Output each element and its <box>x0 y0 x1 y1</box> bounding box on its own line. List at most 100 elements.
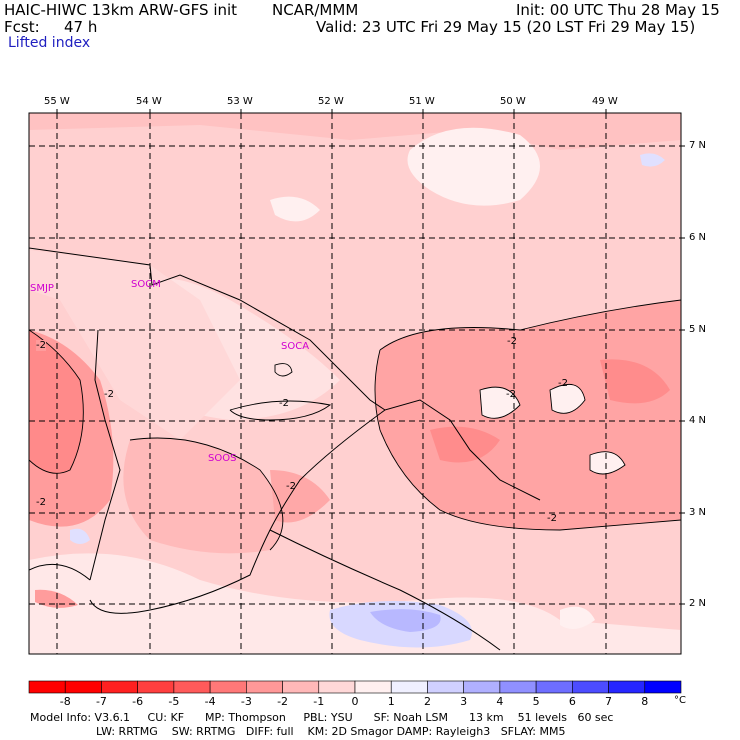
station-label: SMJP <box>30 283 54 294</box>
colorbar-label: -1 <box>313 695 325 708</box>
lon-label: 55 W <box>44 96 70 107</box>
colorbar-swatch <box>535 680 573 694</box>
border-sw <box>29 563 91 581</box>
colorbar-swatch <box>572 680 609 694</box>
contour-e2 <box>549 383 586 414</box>
colorbar-label: -5 <box>168 695 180 708</box>
colorbar-label: 0 <box>351 695 359 708</box>
colorbar-swatch <box>173 680 211 694</box>
colorbar-label: 1 <box>387 695 395 708</box>
model-title: HAIC-HIWC 13km ARW-GFS init <box>4 1 238 19</box>
model-info-line1: Model Info: V3.6.1 CU: KF MP: Thompson P… <box>30 711 614 724</box>
colorbar-swatch <box>28 680 66 694</box>
lat-label: 4 N <box>689 415 707 426</box>
colorbar-label: -7 <box>95 695 107 708</box>
colorbar-label: 7 <box>605 695 613 708</box>
field-name: Lifted index <box>8 35 91 51</box>
lat-label: 6 N <box>689 232 707 243</box>
contour-east-south <box>374 349 681 531</box>
colorbar-label: -6 <box>132 695 144 708</box>
colorbar-swatch <box>354 680 392 694</box>
colorbar-swatch <box>64 680 102 694</box>
colorbar-swatch <box>137 680 175 694</box>
forecast-label: Fcst: <box>4 18 40 36</box>
colorbar-label: 2 <box>423 695 431 708</box>
east-light-1 <box>480 387 520 419</box>
lat-label: 5 N <box>689 324 707 335</box>
colorbar-swatch <box>101 680 138 694</box>
lon-label: 54 W <box>136 96 162 107</box>
organization: NCAR/MMM <box>272 1 359 19</box>
light-patch-n <box>270 196 320 222</box>
contour-label: -2 <box>507 336 517 347</box>
contour-label: -2 <box>36 340 46 351</box>
station-label: SOCA <box>281 341 310 352</box>
contour-small <box>274 363 293 377</box>
border-suriname <box>89 329 121 581</box>
valid-time: Valid: 23 UTC Fri 29 May 15 (20 LST Fri … <box>316 18 696 36</box>
north-band <box>29 113 681 150</box>
contour-label: -2 <box>286 481 296 492</box>
colorbar-label: 8 <box>641 695 649 708</box>
coastline <box>29 247 541 501</box>
colorbar-label: 3 <box>460 695 468 708</box>
station-label: SOOS <box>208 453 237 464</box>
colorbar-label: 5 <box>532 695 540 708</box>
lifted-index-field <box>29 113 681 654</box>
east-light-2 <box>550 384 585 414</box>
colorbar-swatch <box>209 680 247 694</box>
east-core-1 <box>430 426 500 463</box>
contour-south <box>129 437 284 551</box>
colorbar-swatch <box>644 680 682 694</box>
colorbar-swatch <box>608 680 646 694</box>
colorbar-label: 4 <box>496 695 504 708</box>
colorbar-unit: °C <box>674 695 686 706</box>
coastlines <box>29 247 541 651</box>
model-info-line2: LW: RRTMG SW: RRTMG DIFF: full KM: 2D Sm… <box>96 725 566 738</box>
colorbar-label: 6 <box>568 695 576 708</box>
colorbar-swatch <box>246 680 283 694</box>
forecast-hours: 47 h <box>64 18 98 36</box>
ne-blue <box>640 153 665 167</box>
west-core <box>29 330 84 474</box>
contour-label: -2 <box>506 389 516 400</box>
south-mid-2 <box>270 470 330 523</box>
south-mid <box>123 438 283 554</box>
contour-label: -2 <box>36 497 46 508</box>
south-light <box>560 606 595 629</box>
lon-label: 50 W <box>500 96 526 107</box>
east-core-2 <box>600 359 670 404</box>
colorbar-swatch <box>427 680 464 694</box>
contour-e3 <box>589 451 626 475</box>
axis-ticks <box>56 109 685 605</box>
lat-label: 2 N <box>689 598 707 609</box>
light-patch-ne <box>407 127 540 206</box>
colorbar-swatch <box>282 680 320 694</box>
contour-west <box>29 329 84 474</box>
lon-label: 52 W <box>318 96 344 107</box>
colorbar-swatch <box>463 680 501 694</box>
border-guyane-brazil <box>89 409 386 614</box>
surinam-band <box>29 250 240 440</box>
colorbar-label: -8 <box>59 695 71 708</box>
colorbar-swatch <box>499 680 537 694</box>
colorbar <box>28 680 682 694</box>
lon-label: 53 W <box>227 96 253 107</box>
lat-label: 3 N <box>689 507 707 518</box>
colorbar-swatch <box>318 680 356 694</box>
contour-e1 <box>479 386 521 419</box>
contour-interior <box>229 400 332 421</box>
contour-label: -2 <box>279 398 289 409</box>
colorbar-label: -4 <box>204 695 216 708</box>
contour-label: -2 <box>547 513 557 524</box>
contour-label: -2 <box>558 378 568 389</box>
graticule <box>29 113 681 654</box>
lon-label: 51 W <box>409 96 435 107</box>
station-label: SOCM <box>131 279 161 290</box>
lat-label: 7 N <box>689 140 707 151</box>
map-frame <box>28 112 682 655</box>
east-light-3 <box>590 451 625 474</box>
sw-blue <box>70 528 90 544</box>
lon-label: 49 W <box>592 96 618 107</box>
